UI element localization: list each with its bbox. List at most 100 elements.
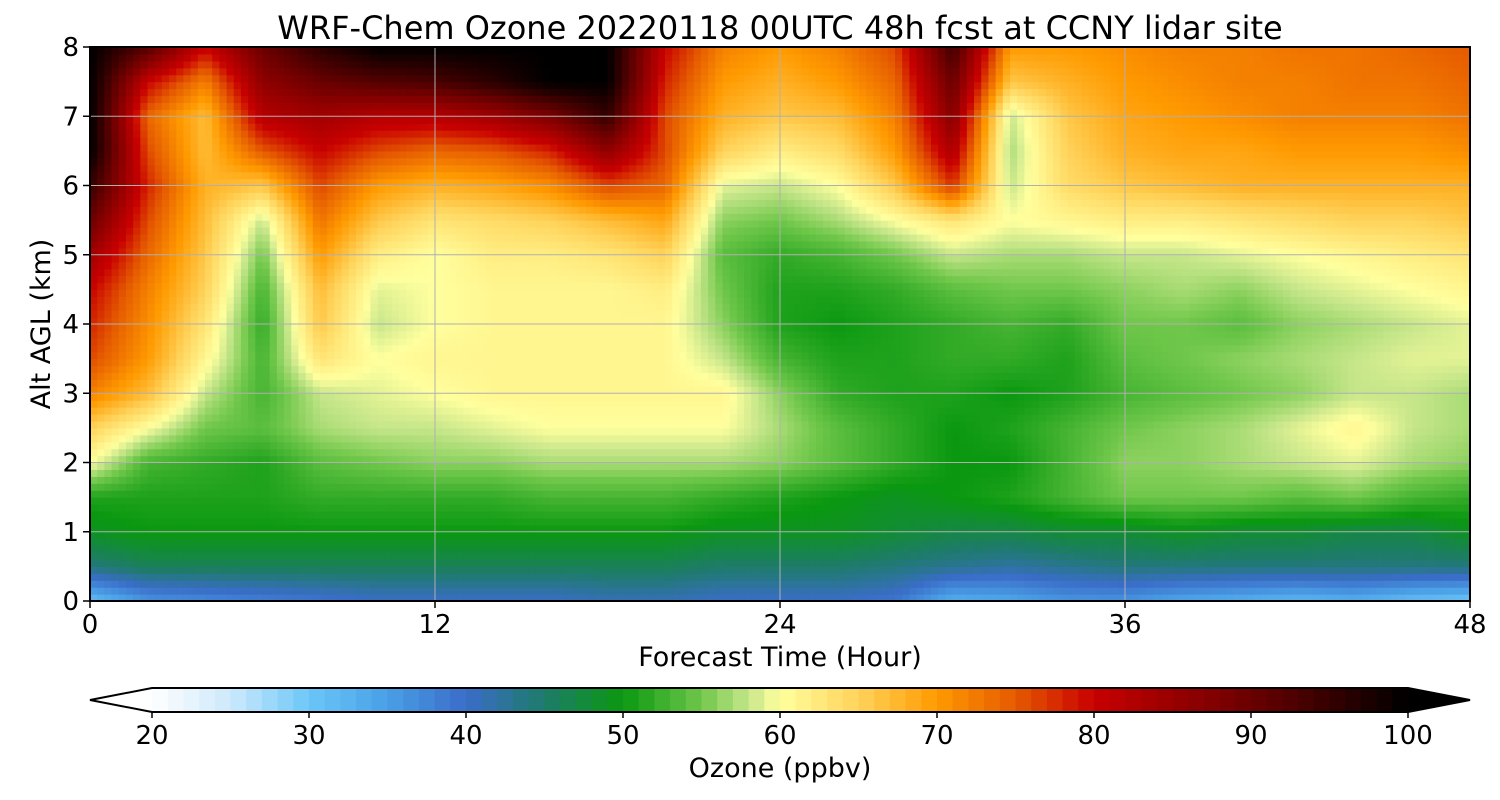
heatmap-cell [1283,455,1291,464]
heatmap-cell [1290,517,1299,526]
heatmap-cell [470,531,479,540]
heatmap-cell [952,448,961,457]
heatmap-cell [298,538,307,547]
heatmap-cell [205,580,213,588]
heatmap-cell [1462,524,1470,533]
heatmap-cell [729,510,738,519]
heatmap-cell [916,483,925,491]
heatmap-cell [837,469,846,477]
heatmap-cell [90,434,98,443]
heatmap-cell [240,545,249,554]
heatmap-cell [715,517,724,526]
heatmap-cell [815,559,824,567]
heatmap-cell [930,531,939,540]
heatmap-cell [219,559,228,567]
heatmap-cell [1304,545,1313,554]
heatmap-cell [945,469,954,477]
heatmap-cell [844,420,853,429]
heatmap-cell [183,420,192,429]
heatmap-cell [1160,420,1169,429]
heatmap-cell [219,594,228,601]
heatmap-cell [880,483,889,491]
heatmap-cell [916,441,925,450]
heatmap-cell [995,427,1004,436]
heatmap-cell [1175,448,1184,457]
heatmap-cell [1196,587,1205,595]
heatmap-cell [837,531,846,540]
heatmap-cell [1419,510,1428,519]
heatmap-cell [312,580,321,588]
heatmap-cell [1362,538,1370,547]
heatmap-cell [938,566,946,574]
heatmap-cell [1333,524,1342,533]
heatmap-cell [1074,455,1083,464]
heatmap-cell [1168,510,1176,519]
heatmap-cell [571,462,580,471]
heatmap-cell [1254,490,1263,498]
heatmap-cell [320,455,328,464]
heatmap-cell [1333,490,1342,498]
heatmap-cell [772,434,781,443]
heatmap-cell [844,545,853,554]
heatmap-cell [90,448,98,457]
heatmap-cell [435,462,443,471]
heatmap-cell [736,573,745,581]
heatmap-cell [291,559,300,567]
heatmap-cell [320,510,328,519]
heatmap-cell [1369,531,1378,540]
heatmap-cell [758,434,767,443]
heatmap-cell [104,497,113,505]
heatmap-cell [1390,490,1399,498]
heatmap-cell [154,545,163,554]
heatmap-cell [1182,510,1191,519]
heatmap-cell [284,504,292,512]
heatmap-cell [679,538,688,547]
heatmap-cell [830,580,839,588]
heatmap-cell [449,552,458,561]
heatmap-cell [1074,573,1083,581]
heatmap-cell [1074,441,1083,450]
heatmap-cell [909,573,918,581]
heatmap-cell [578,510,587,519]
heatmap-cell [974,538,982,547]
heatmap-cell [118,594,127,601]
heatmap-cell [449,427,458,436]
heatmap-cell [988,455,997,464]
heatmap-cell [830,504,839,512]
heatmap-cell [1283,483,1291,491]
heatmap-cell [938,427,946,436]
heatmap-cell [255,469,264,477]
heatmap-cell [1268,587,1277,595]
heatmap-cell [679,587,688,595]
heatmap-cell [1168,545,1176,554]
heatmap-cell [1096,552,1105,561]
heatmap-cell [1434,490,1442,498]
heatmap-cell [607,490,616,498]
heatmap-cell [1017,497,1025,505]
heatmap-cell [248,420,256,429]
heatmap-cell [758,497,767,505]
heatmap-cell [291,545,300,554]
heatmap-cell [916,462,925,471]
heatmap-cell [909,517,918,526]
heatmap-cell [435,497,443,505]
heatmap-cell [442,504,450,512]
heatmap-cell [470,497,479,505]
heatmap-cell [420,441,429,450]
heatmap-cell [988,580,997,588]
heatmap-cell [1333,483,1342,491]
heatmap-cell [1096,573,1105,581]
heatmap-cell [1031,559,1040,567]
heatmap-cell [1290,580,1299,588]
heatmap-cell [1240,545,1248,554]
heatmap-cell [607,462,616,471]
heatmap-cell [255,483,264,491]
heatmap-cell [1010,434,1018,443]
heatmap-cell [585,587,594,595]
heatmap-cell [521,483,530,491]
heatmap-cell [873,594,882,601]
heatmap-cell [176,497,185,505]
heatmap-cell [240,594,249,601]
heatmap-cell [550,538,558,547]
heatmap-cell [758,510,767,519]
